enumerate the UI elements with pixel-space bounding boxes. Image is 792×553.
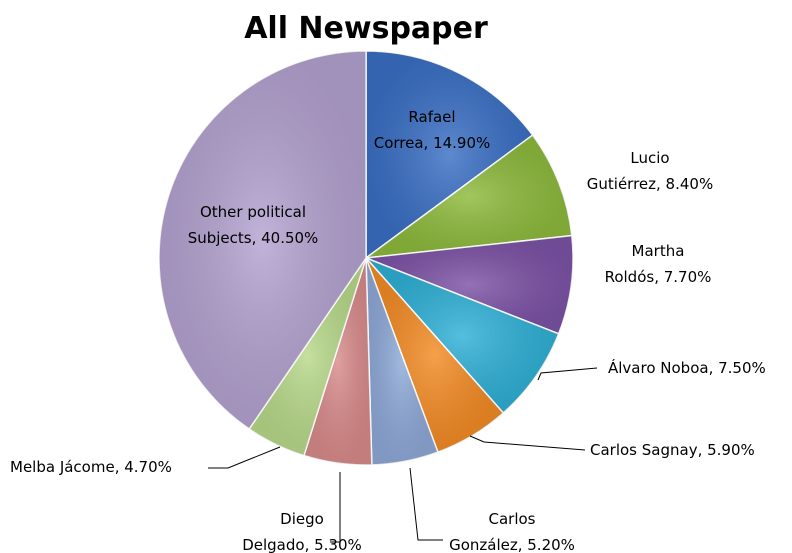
- chart-title: All Newspaper: [244, 11, 488, 46]
- leader-line: [469, 435, 586, 451]
- slice-label-carlos-gonz-lez: Carlos González, 5.20%: [449, 510, 575, 553]
- leader-lines: [208, 367, 598, 543]
- pie-slice-shading: [366, 258, 504, 453]
- slice-label-martha-rold-s: Martha Roldós, 7.70%: [605, 242, 712, 286]
- slice-label-rafael-correa: Rafael Correa, 14.90%: [374, 108, 491, 152]
- leader-line: [208, 446, 281, 469]
- leader-line: [330, 472, 341, 543]
- pie-slice-shading: [366, 135, 572, 258]
- pie-slice-shading: [366, 258, 559, 413]
- leader-line: [409, 467, 443, 541]
- leader-line: [537, 367, 598, 381]
- pie-slice-shading: [366, 258, 438, 465]
- pie-slice-shading: [249, 258, 366, 456]
- pie-slice-shading: [303, 258, 372, 466]
- pie-slice-shading: [366, 51, 533, 258]
- slice-label-carlos-sagnay: Carlos Sagnay, 5.90%: [590, 441, 755, 459]
- slice-label-diego-delgado: Diego Delgado, 5.30%: [242, 510, 362, 553]
- slice-labels: Rafael Correa, 14.90% Lucio Gutiérrez, 8.40…: [10, 108, 766, 553]
- slice-label--lvaro-noboa: Álvaro Noboa, 7.50%: [608, 358, 766, 377]
- slice-label-other-political-subjects: Other political Subjects, 40.50%: [188, 203, 319, 247]
- pie-slice-shading: [366, 235, 574, 334]
- slice-label-lucio-guti-rrez: Lucio Gutiérrez, 8.40%: [587, 149, 713, 193]
- pie-slices: [158, 50, 574, 466]
- slice-label-melba-j-come: Melba Jácome, 4.70%: [10, 458, 172, 476]
- pie-slice-shading: [158, 51, 366, 429]
